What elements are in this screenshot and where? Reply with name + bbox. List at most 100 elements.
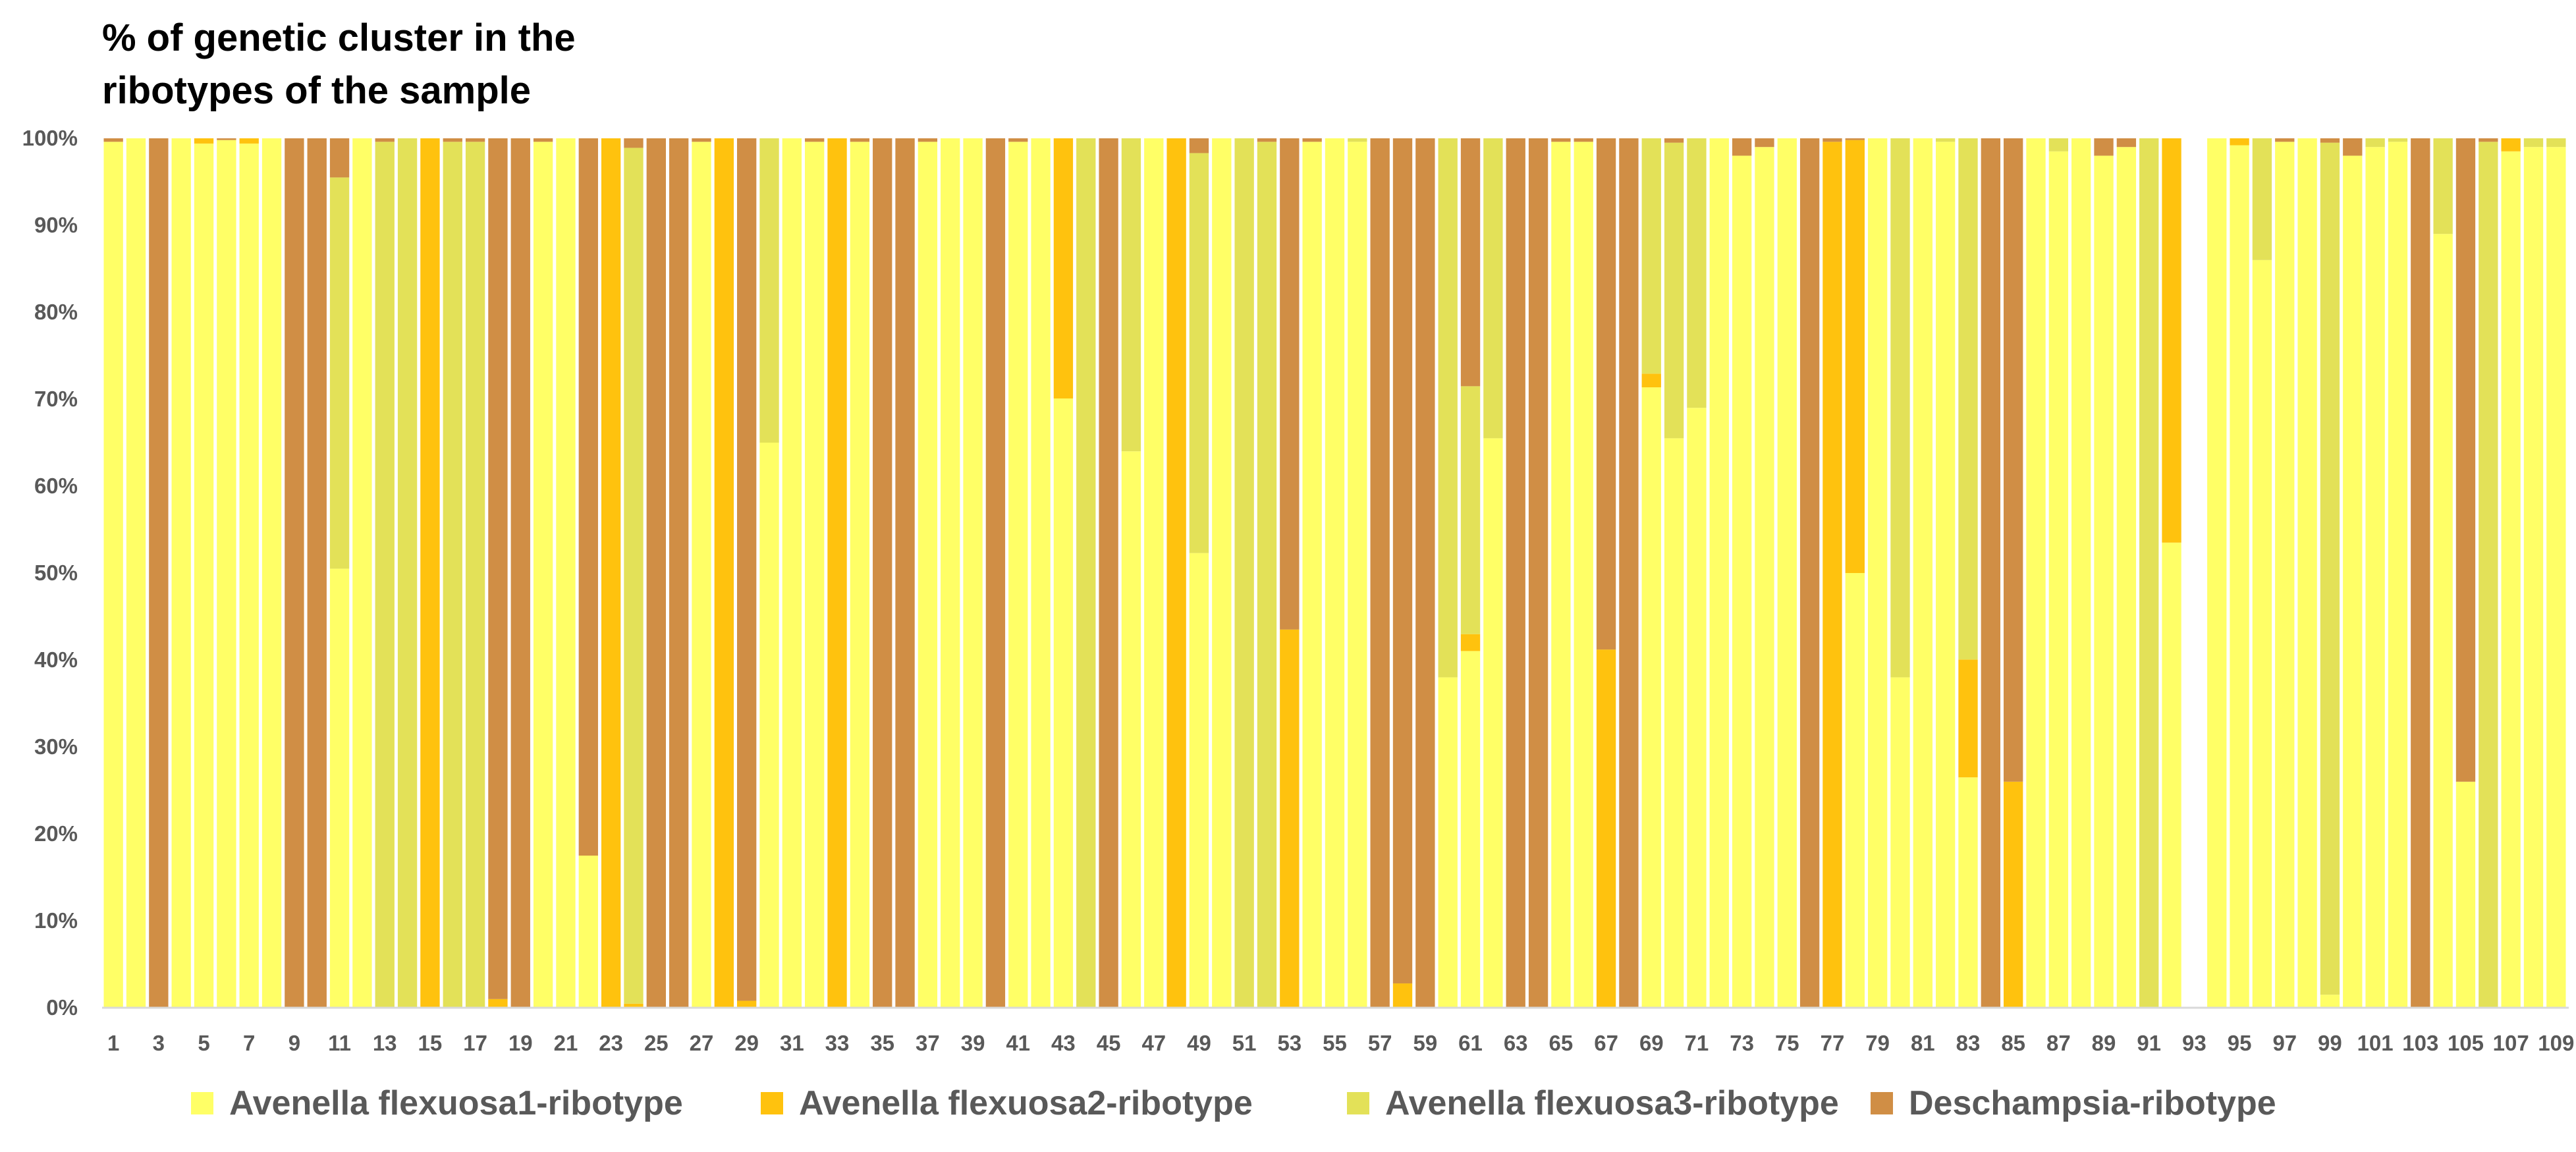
bar-segment-1-series-4: [103, 138, 123, 142]
bar-segment-35-series-4: [873, 138, 892, 1008]
x-tick-label: 33: [825, 1031, 850, 1055]
bar-segment-54-series-4: [1302, 138, 1322, 142]
x-tick-label: 91: [2137, 1031, 2161, 1055]
bar-segment-96-series-3: [2252, 138, 2272, 260]
bar-segment-106-series-3: [2479, 142, 2498, 1008]
bar-segment-26-series-4: [669, 138, 689, 1008]
bar-segment-33-series-2: [827, 138, 847, 1008]
bar-segment-2-series-1: [126, 138, 146, 1008]
bar-segment-56-series-1: [1348, 142, 1367, 1008]
bar-segment-104-series-3: [2433, 138, 2453, 234]
bar-segment-32-series-4: [805, 138, 825, 142]
bar-segment-43-series-1: [1053, 398, 1074, 1008]
bar-segment-102-series-1: [2388, 142, 2408, 1008]
x-tick-label: 83: [1956, 1031, 1981, 1055]
bar-segment-53-series-4: [1280, 138, 1300, 630]
bar-segment-94-series-1: [2207, 138, 2227, 1008]
bar-segment-80-series-1: [1890, 677, 1910, 1008]
bar-segment-18-series-4: [488, 138, 508, 999]
bar-segment-64-series-4: [1528, 138, 1548, 1008]
x-axis-ticks: 1 3 5 7 9 11 13 15 17 19 21 23 25 27 29 31 33 35 37 39 41 43 4…: [107, 1031, 2574, 1055]
x-tick-label: 31: [780, 1031, 804, 1055]
bar-segment-45-series-4: [1099, 138, 1118, 1008]
y-tick-label: 10%: [34, 908, 78, 933]
bar-segment-27-series-1: [692, 142, 711, 1008]
bar-segment-49-series-1: [1189, 553, 1209, 1008]
bar-segment-95-series-2: [2230, 138, 2249, 146]
bar-segment-62-series-1: [1483, 438, 1503, 1008]
legend: Avenella flexuosa1-ribotype Avenella flex…: [191, 1080, 2496, 1133]
y-tick-label: 30%: [34, 734, 78, 759]
bar-segment-38-series-1: [941, 138, 960, 1008]
chart-title: % of genetic cluster in the ribotypes of…: [102, 16, 576, 112]
bar-segment-100-series-4: [2343, 138, 2363, 156]
legend-label: Avenella flexuosa3-ribotype: [1385, 1084, 1839, 1122]
x-tick-label: 73: [1730, 1031, 1754, 1055]
bar-segment-29-series-2: [737, 1001, 757, 1008]
x-tick-label: 109: [2538, 1031, 2574, 1055]
bar-segment-66-series-4: [1574, 138, 1593, 142]
bar-segment-37-series-4: [918, 138, 938, 142]
bar-segment-86-series-1: [2026, 138, 2046, 1008]
bar-segment-1-series-1: [103, 142, 123, 1008]
bar-segment-6-series-4: [217, 138, 236, 140]
x-tick-label: 107: [2493, 1031, 2529, 1055]
bar-segment-81-series-1: [1913, 138, 1932, 1008]
bar-segment-83-series-2: [1958, 659, 1978, 778]
bar-segment-52-series-4: [1257, 138, 1277, 142]
bar-segment-89-series-4: [2094, 138, 2114, 156]
bar-segment-4-series-1: [171, 138, 191, 1008]
y-tick-label: 70%: [34, 387, 78, 411]
bar-segment-56-series-3: [1348, 138, 1367, 142]
bar-segment-78-series-4: [1845, 138, 1865, 140]
bar-segment-92-series-2: [2162, 138, 2181, 543]
bar-segment-91-series-3: [2139, 138, 2159, 1008]
bar-segment-17-series-4: [465, 138, 485, 142]
bar-segment-15-series-2: [420, 138, 440, 1008]
x-tick-label: 43: [1051, 1031, 1076, 1055]
bar-segment-100-series-1: [2343, 155, 2363, 1008]
bar-segment-63-series-4: [1506, 138, 1525, 1008]
bar-segment-71-series-3: [1687, 138, 1707, 408]
bar-segment-47-series-1: [1144, 138, 1164, 1008]
bar-segment-11-series-3: [329, 177, 350, 569]
bar-segment-73-series-1: [1732, 155, 1752, 1008]
bar-segment-103-series-4: [2411, 138, 2430, 1008]
x-tick-label: 25: [644, 1031, 669, 1055]
x-tick-label: 45: [1097, 1031, 1121, 1055]
x-tick-label: 49: [1187, 1031, 1211, 1055]
x-tick-label: 5: [198, 1031, 209, 1055]
x-tick-label: 29: [734, 1031, 759, 1055]
bar-segment-13-series-3: [375, 142, 395, 1008]
bar-segment-46-series-1: [1121, 451, 1141, 1008]
bar-segment-8-series-1: [261, 138, 282, 1008]
bar-segment-71-series-1: [1687, 408, 1707, 1008]
bar-segment-44-series-3: [1076, 138, 1096, 1008]
x-tick-label: 7: [243, 1031, 255, 1055]
legend-swatch: [1871, 1092, 1893, 1114]
x-tick-label: 69: [1639, 1031, 1664, 1055]
bar-segment-12-series-1: [352, 138, 372, 1008]
bar-segment-85-series-4: [2004, 138, 2023, 782]
bar-segment-69-series-2: [1641, 373, 1661, 388]
bar-segment-34-series-4: [850, 138, 870, 142]
y-tick-label: 40%: [34, 647, 78, 672]
bar-segment-20-series-4: [533, 138, 553, 142]
bar-segment-40-series-4: [985, 138, 1006, 1008]
bar-segment-99-series-1: [2320, 995, 2340, 1008]
bar-segment-107-series-1: [2501, 151, 2521, 1008]
bar-segment-24-series-4: [624, 138, 644, 148]
bar-segment-19-series-4: [510, 138, 530, 1008]
bar-segment-37-series-1: [918, 142, 938, 1008]
bar-segment-21-series-1: [556, 138, 576, 1008]
bar-segment-66-series-1: [1574, 142, 1593, 1008]
x-tick-label: 85: [2001, 1031, 2025, 1055]
bar-segment-109-series-3: [2546, 138, 2566, 148]
bar-segment-55-series-1: [1325, 138, 1345, 1008]
bar-segment-43-series-2: [1053, 138, 1074, 398]
x-tick-label: 79: [1865, 1031, 1890, 1055]
bar-segment-95-series-1: [2230, 145, 2249, 1008]
x-tick-label: 63: [1504, 1031, 1528, 1055]
bar-segment-20-series-1: [533, 142, 553, 1008]
x-tick-label: 67: [1594, 1031, 1618, 1055]
